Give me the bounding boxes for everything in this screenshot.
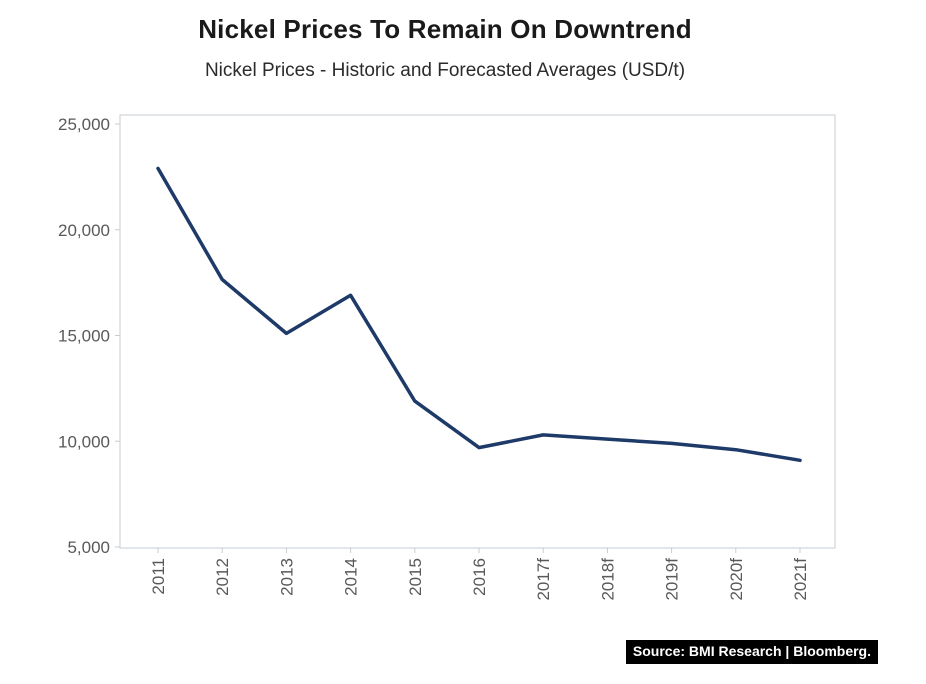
y-axis-label: 20,000 bbox=[58, 221, 110, 240]
source-badge: Source: BMI Research | Bloomberg. bbox=[625, 640, 878, 664]
x-axis-label: 2012 bbox=[213, 558, 232, 596]
plot-area bbox=[119, 114, 836, 549]
x-axis-label: 2016 bbox=[470, 558, 489, 596]
x-axis-label: 2021f bbox=[791, 558, 810, 601]
x-axis-label: 2015 bbox=[406, 558, 425, 596]
y-axis-label: 25,000 bbox=[58, 115, 110, 134]
y-axis-label: 10,000 bbox=[58, 432, 110, 451]
x-axis-label: 2018f bbox=[598, 558, 617, 601]
x-axis-label: 2020f bbox=[727, 558, 746, 601]
x-axis-label: 2017f bbox=[534, 558, 553, 601]
y-axis-label: 15,000 bbox=[58, 327, 110, 346]
line-chart: 5,000 10,000 15,000 20,000 25,000 2011 2012 201… bbox=[58, 114, 836, 601]
price-line bbox=[156, 166, 802, 463]
x-axis-label: 2011 bbox=[149, 558, 168, 595]
x-axis-label: 2014 bbox=[342, 558, 361, 596]
chart-title: Nickel Prices To Remain On Downtrend bbox=[198, 14, 692, 44]
y-axis-label: 5,000 bbox=[67, 538, 110, 557]
x-axis-label: 2013 bbox=[277, 558, 296, 596]
chart-subtitle: Nickel Prices - Historic and Forecasted … bbox=[204, 60, 686, 81]
x-axis-label: 2019f bbox=[663, 558, 682, 601]
